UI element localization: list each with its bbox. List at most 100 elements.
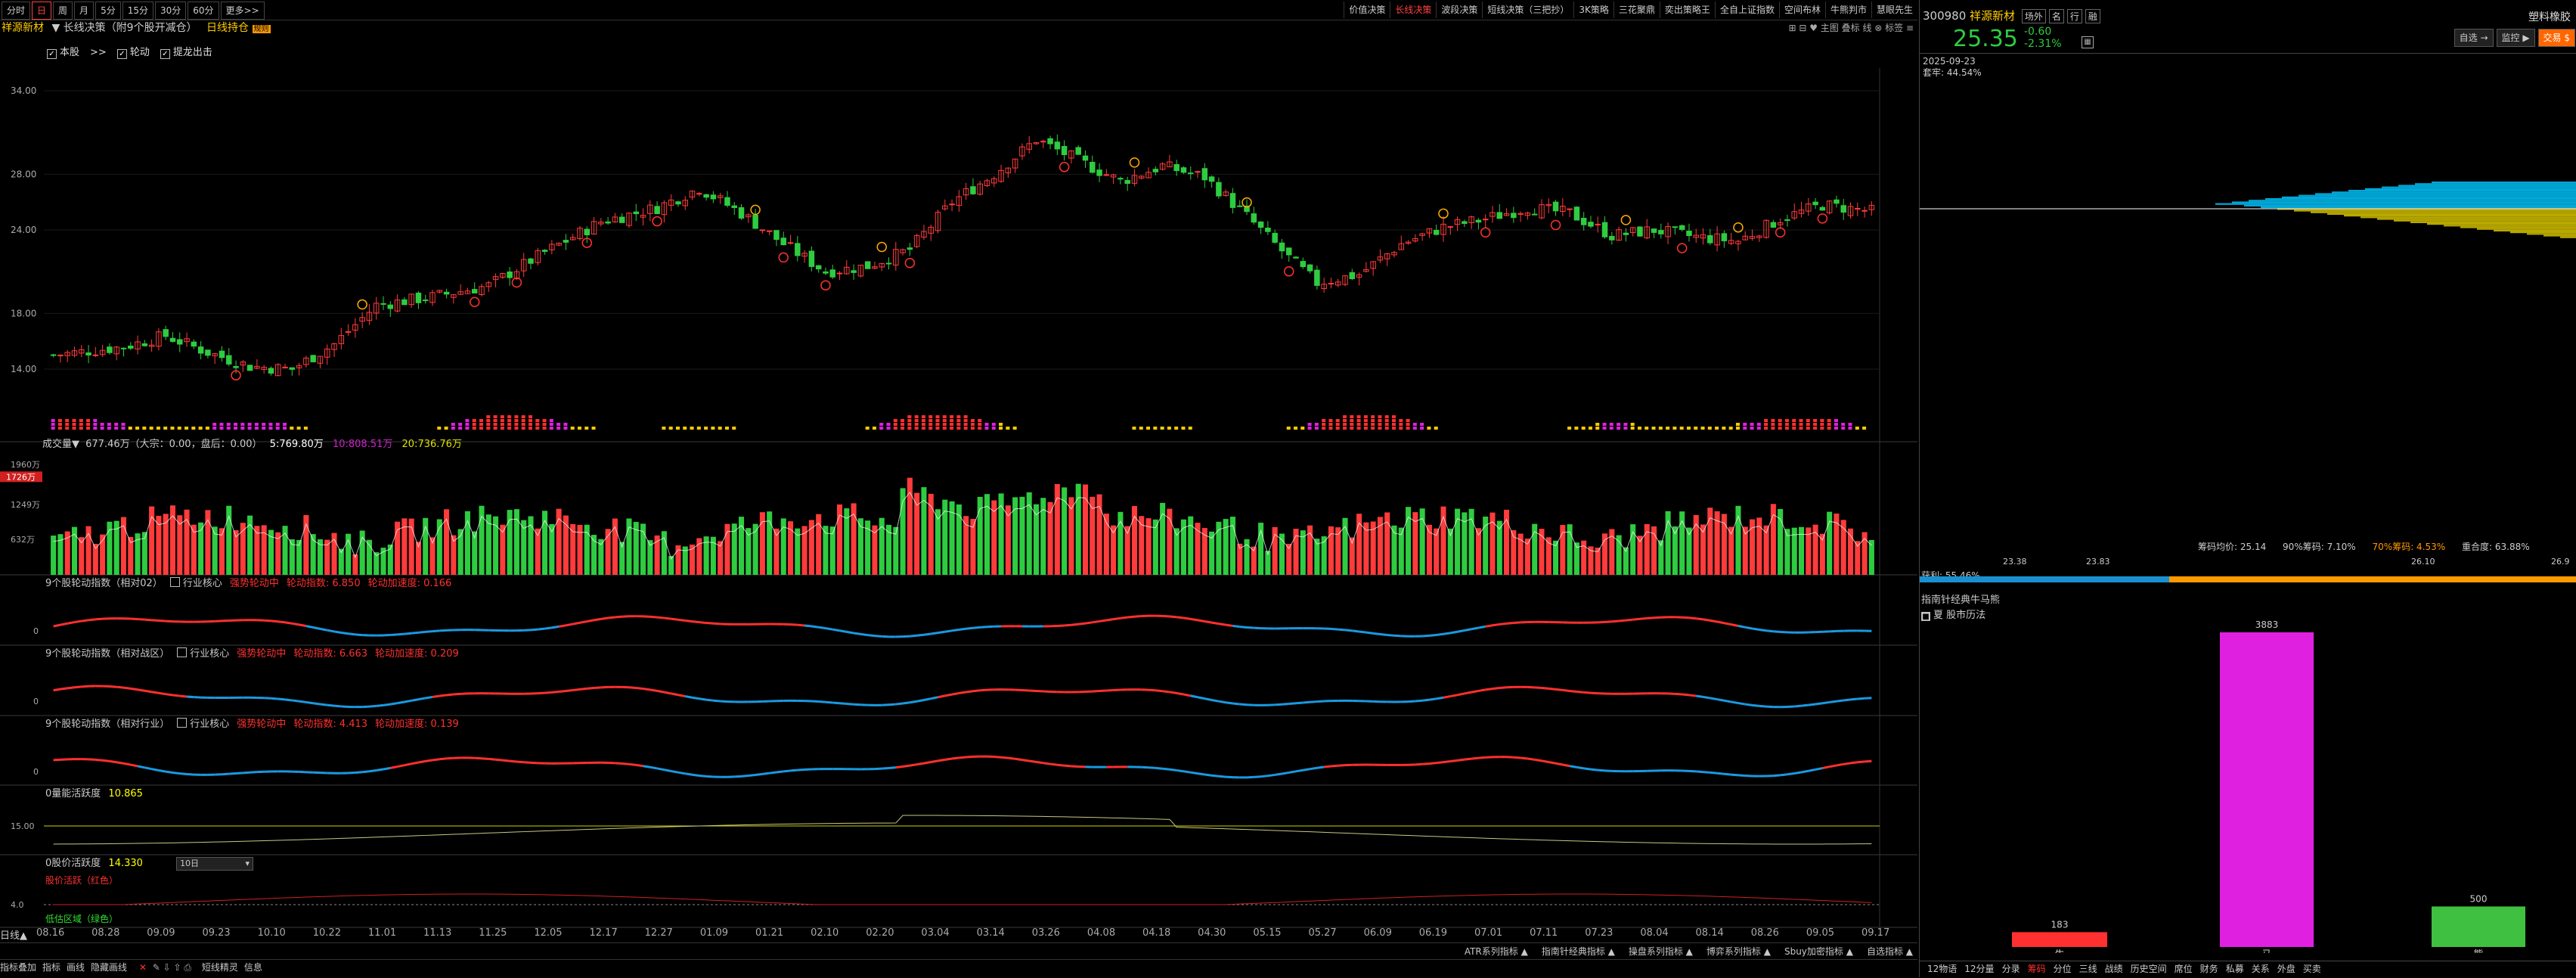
right-tab[interactable]: 关系 bbox=[2252, 964, 2270, 974]
overlay-check[interactable]: ✓本股 bbox=[47, 44, 79, 59]
tool-button[interactable]: 隐藏画线 bbox=[91, 962, 127, 973]
rotation-line bbox=[60, 688, 67, 689]
bar-value: 3883 bbox=[2255, 620, 2279, 630]
chevron-icon[interactable]: >> bbox=[90, 47, 107, 58]
close-icon[interactable]: ✕ bbox=[139, 962, 147, 973]
indicator-tab[interactable]: 操盘系列指标 ▲ bbox=[1629, 946, 1693, 957]
period-button[interactable]: 30分 bbox=[155, 2, 186, 20]
action-button[interactable]: 交易 $ bbox=[2538, 29, 2575, 47]
right-tab[interactable]: 外盘 bbox=[2277, 964, 2295, 974]
check-label: 提龙出击 bbox=[173, 47, 212, 58]
quote-tag[interactable]: 名 bbox=[2049, 9, 2064, 23]
signal-dot bbox=[1420, 423, 1424, 426]
signal-dot bbox=[992, 427, 996, 430]
candle bbox=[1209, 177, 1214, 182]
candle bbox=[816, 265, 820, 269]
strategy-tab[interactable]: 3K策略 bbox=[1573, 2, 1613, 18]
candle bbox=[1841, 206, 1846, 213]
strategy-tab[interactable]: 三花聚鼎 bbox=[1613, 2, 1660, 18]
period-button[interactable]: 月 bbox=[74, 2, 94, 20]
action-button[interactable]: 自选 → bbox=[2454, 29, 2494, 47]
rotation-line bbox=[1576, 691, 1583, 692]
tool-button[interactable]: 画线 bbox=[67, 962, 85, 973]
strategy-tab[interactable]: 牛熊判市 bbox=[1825, 2, 1871, 18]
rotation-line bbox=[405, 700, 411, 702]
rotation-line bbox=[896, 703, 903, 704]
quote-tag[interactable]: 融 bbox=[2085, 9, 2100, 23]
tool-icons[interactable]: ✎ ⇩ ⇧ ⎙ bbox=[153, 962, 191, 973]
day-label[interactable]: 日线▲ bbox=[0, 927, 27, 942]
signal-dot bbox=[936, 419, 940, 422]
strategy-tab[interactable]: 长线决策 bbox=[1390, 2, 1436, 18]
right-tab[interactable]: 席位 bbox=[2175, 964, 2193, 974]
strategy-tab[interactable]: 空间布林 bbox=[1779, 2, 1825, 18]
indicator-tab[interactable]: 自选指标 ▲ bbox=[1867, 946, 1913, 957]
volume-title[interactable]: 成交量▼ bbox=[42, 439, 79, 450]
period-button[interactable]: 周 bbox=[53, 2, 73, 20]
overlay-check[interactable]: ✓提龙出击 bbox=[160, 44, 212, 59]
right-tab[interactable]: 三线 bbox=[2079, 964, 2097, 974]
candle bbox=[950, 204, 954, 205]
rotation-line bbox=[1183, 694, 1190, 696]
candle bbox=[1048, 138, 1052, 144]
quote-tag[interactable]: 场外 bbox=[2022, 9, 2046, 23]
info-button[interactable]: 信息 bbox=[244, 962, 262, 973]
period-button[interactable]: 分时 bbox=[2, 2, 30, 20]
candle bbox=[423, 300, 427, 301]
period-button[interactable]: 60分 bbox=[188, 2, 219, 20]
rotation-line bbox=[1689, 771, 1696, 772]
action-button[interactable]: 监控 ▶ bbox=[2497, 29, 2535, 47]
main-chart-tools[interactable]: ⊞ ⊟ ♥ 主图 叠标 线 ⊗ 标签 ≡ bbox=[1789, 21, 1914, 34]
indicator-dropdown[interactable]: ▼ 长线决策（附9个股开减仓） bbox=[51, 22, 197, 34]
period-button[interactable]: 日 bbox=[32, 2, 51, 20]
rotation-line bbox=[966, 628, 973, 629]
rotation-line bbox=[1261, 776, 1268, 777]
right-tab[interactable]: 财务 bbox=[2200, 964, 2218, 974]
rotation-line bbox=[1008, 758, 1015, 759]
indicator-tab[interactable]: Sbuy加密指标 ▲ bbox=[1784, 946, 1853, 957]
industry-check[interactable]: 行业核心 bbox=[177, 648, 229, 660]
signal-icon bbox=[1060, 163, 1069, 172]
right-tab[interactable]: 战绩 bbox=[2105, 964, 2123, 974]
right-tab[interactable]: 12物语 bbox=[1927, 964, 1957, 974]
signal-dot bbox=[234, 427, 237, 430]
right-tab[interactable]: 买卖 bbox=[2303, 964, 2321, 974]
right-tab[interactable]: 12分量 bbox=[1964, 964, 1994, 974]
industry-check[interactable]: 行业核心 bbox=[170, 578, 222, 589]
stock-code: 300980 bbox=[1923, 9, 1966, 23]
rotation-line bbox=[840, 631, 847, 632]
indicator-tab[interactable]: 指南针经典指标 ▲ bbox=[1542, 946, 1615, 957]
rotation-line bbox=[243, 772, 250, 773]
strategy-tab[interactable]: 价值决策 bbox=[1344, 2, 1390, 18]
tool-button[interactable]: 指标叠加 bbox=[0, 962, 36, 973]
calc-icon[interactable]: ▦ bbox=[2082, 36, 2094, 48]
strategy-tab[interactable]: 全自上证指数 bbox=[1715, 2, 1779, 18]
right-tab[interactable]: 私募 bbox=[2226, 964, 2244, 974]
tool-button[interactable]: 指标 bbox=[42, 962, 60, 973]
signal-dot bbox=[1820, 419, 1824, 422]
signal-dot bbox=[268, 423, 272, 426]
right-tab[interactable]: 分录 bbox=[2002, 964, 2020, 974]
indicator-tab[interactable]: ATR系列指标 ▲ bbox=[1465, 946, 1528, 957]
right-tab[interactable]: 筹码 bbox=[2028, 964, 2046, 974]
period-button[interactable]: 5分 bbox=[95, 2, 121, 20]
sector-label[interactable]: 塑料橡胶 bbox=[2528, 9, 2571, 24]
rotation-line bbox=[1352, 631, 1359, 632]
strategy-tab[interactable]: 短线决策（三把抄） bbox=[1482, 2, 1573, 18]
quote-tag[interactable]: 行 bbox=[2067, 9, 2082, 23]
strategy-tab[interactable]: 奕出策略王 bbox=[1660, 2, 1715, 18]
rotation-line bbox=[1114, 618, 1121, 619]
period-button[interactable]: 15分 bbox=[122, 2, 153, 20]
rotation-line bbox=[1212, 623, 1219, 624]
period-button[interactable]: 更多>> bbox=[221, 2, 265, 20]
right-tab[interactable]: 历史空间 bbox=[2131, 964, 2167, 974]
period-select[interactable]: 10日▾ bbox=[176, 857, 253, 871]
indicator-tab[interactable]: 博弈系列指标 ▲ bbox=[1706, 946, 1771, 957]
signal-dot bbox=[535, 419, 539, 422]
right-tab[interactable]: 分位 bbox=[2054, 964, 2072, 974]
strategy-tab[interactable]: 波段决策 bbox=[1436, 2, 1482, 18]
industry-check[interactable]: 行业核心 bbox=[177, 719, 229, 730]
overlay-check[interactable]: ✓轮动 bbox=[117, 44, 150, 59]
strategy-tab[interactable]: 慧眼先生 bbox=[1871, 2, 1917, 18]
info-button[interactable]: 短线精灵 bbox=[202, 962, 238, 973]
